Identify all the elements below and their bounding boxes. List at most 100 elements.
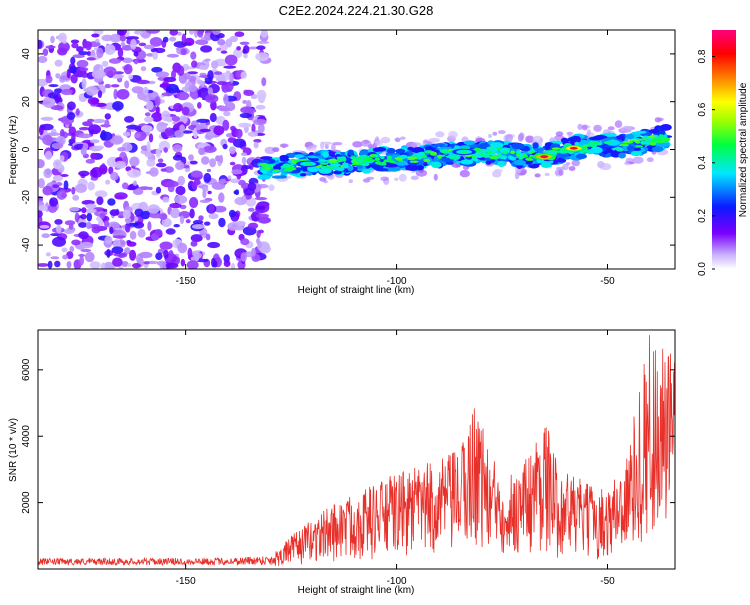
- spectrogram-core-blob: [421, 154, 427, 159]
- spectrogram-noise-blob: [147, 221, 152, 232]
- spectrogram-noise-blob: [124, 217, 132, 224]
- spectrogram-noise-blob: [187, 71, 198, 75]
- spectrogram-noise-blob: [163, 76, 177, 83]
- spectrogram-core-blob: [380, 155, 385, 160]
- spectrogram-track-blob: [555, 158, 567, 163]
- spectrogram-noise-blob: [163, 249, 169, 259]
- spectrogram-noise-blob: [258, 229, 264, 234]
- spectrogram-noise-blob: [78, 127, 90, 131]
- spectrogram-noise-blob: [134, 133, 141, 139]
- spectrogram-noise-blob: [180, 258, 186, 267]
- spectrogram-halo-blob: [368, 144, 375, 150]
- spectrogram-core-blob: [596, 141, 603, 146]
- snr-x-tick-label: -50: [600, 576, 615, 587]
- spectrogram-halo-blob: [366, 176, 375, 180]
- snr-x-tick-label: -100: [387, 576, 407, 587]
- spectrogram-noise-blob: [155, 186, 162, 194]
- spectrogram-noise-blob: [253, 139, 262, 143]
- spectrogram-panel: -150 -100 -50 -40 -20 0 20 40 Height of straig…: [8, 29, 676, 296]
- spectrogram-noise-blob: [151, 112, 163, 122]
- snr-y-tick-label: 6000: [21, 358, 32, 381]
- spectrogram-track-blob: [445, 161, 454, 165]
- spectrogram-noise-blob: [90, 139, 100, 144]
- spectrogram-track-blob: [616, 135, 625, 140]
- spectrogram-noise-blob: [59, 155, 65, 162]
- spectrogram-noise-blob: [179, 124, 186, 132]
- spectrogram-noise-blob: [143, 261, 150, 265]
- spectrogram-noise-blob: [223, 93, 229, 105]
- spectrogram-noise-blob: [80, 213, 87, 220]
- spectrogram-noise-blob: [257, 123, 265, 134]
- spectrogram-core-blob: [307, 166, 315, 170]
- spectrogram-noise-blob: [54, 59, 63, 67]
- spectrogram-noise-blob: [185, 219, 191, 224]
- spectrogram-noise-blob: [216, 81, 228, 86]
- spectrogram-noise-blob: [102, 208, 108, 212]
- spectrogram-noise-blob: [240, 238, 250, 246]
- spectrogram-noise-blob: [71, 132, 76, 143]
- spectrogram-noise-blob: [113, 252, 127, 257]
- spectrogram-halo-blob: [433, 173, 438, 181]
- spectrogram-halo-blob: [505, 134, 513, 143]
- spectrogram-noise-blob: [199, 64, 207, 71]
- spectrogram-x-label: Height of straight line (km): [298, 285, 415, 296]
- spectrogram-noise-blob: [211, 60, 219, 69]
- spectrogram-core-blob: [351, 163, 361, 166]
- spectrogram-track-blob: [626, 145, 635, 151]
- spectrogram-noise-blob: [86, 51, 92, 56]
- spectrogram-core-blob: [350, 156, 357, 160]
- spectrogram-noise-blob: [87, 181, 95, 191]
- spectrogram-track-blob: [405, 164, 419, 171]
- spectrogram-peak-core: [569, 146, 578, 150]
- spectrogram-noise-blob: [38, 78, 49, 87]
- spectrogram-noise-blob: [68, 222, 74, 230]
- spectrogram-core-blob: [647, 135, 656, 139]
- spectrogram-track-blob: [544, 144, 551, 150]
- spectrogram-noise-blob: [228, 209, 236, 218]
- spectrogram-noise-blob: [250, 94, 258, 100]
- spectrogram-noise-blob: [234, 189, 240, 196]
- spectrogram-x-ticks: -150 -100 -50: [176, 30, 615, 287]
- spectrogram-track-blob: [575, 153, 588, 159]
- spectrogram-noise-blob: [247, 207, 255, 212]
- spectrogram-y-tick-label: -40: [21, 237, 32, 252]
- spectrogram-noise-blob: [91, 70, 106, 79]
- spectrogram-noise-blob: [78, 170, 90, 177]
- spectrogram-core-blob: [423, 158, 431, 163]
- spectrogram-halo-blob: [352, 141, 363, 148]
- spectrogram-noise-blob: [79, 67, 89, 72]
- spectrogram-noise-blob: [132, 263, 141, 269]
- spectrogram-noise-blob: [156, 121, 167, 133]
- spectrogram-noise-blob: [146, 30, 160, 34]
- spectrogram-noise-blob: [160, 168, 167, 172]
- spectrogram-noise-blob: [140, 125, 153, 132]
- spectrogram-noise-blob: [38, 263, 50, 267]
- spectrogram-core-blob: [342, 162, 349, 165]
- spectrogram-noise-blob: [69, 207, 80, 212]
- spectrogram-halo-blob: [324, 143, 329, 150]
- spectrogram-core-blob: [373, 154, 379, 158]
- spectrogram-noise-blob: [199, 199, 211, 203]
- spectrogram-noise-blob: [99, 131, 113, 141]
- spectrogram-track-blob: [322, 151, 329, 158]
- spectrogram-halo-blob: [599, 163, 612, 171]
- spectrogram-core-blob: [471, 155, 477, 159]
- spectrogram-core-blob: [591, 147, 601, 150]
- spectrogram-noise-blob: [137, 228, 146, 238]
- spectrogram-noise-blob: [195, 39, 209, 45]
- spectrogram-track-blob: [511, 142, 525, 150]
- spectrogram-track-blob: [345, 158, 353, 164]
- spectrogram-noise-blob: [240, 71, 247, 79]
- spectrogram-track-blob: [532, 142, 539, 149]
- spectrogram-noise-blob: [163, 147, 168, 153]
- spectrogram-noise-blob: [260, 30, 268, 38]
- spectrogram-noise-blob: [72, 194, 80, 201]
- spectrogram-track-blob: [299, 173, 307, 177]
- spectrogram-core-blob: [318, 159, 328, 162]
- spectrogram-track-blob: [630, 150, 642, 157]
- spectrogram-halo-blob: [394, 137, 401, 143]
- snr-frame: [37, 329, 676, 570]
- spectrogram-halo-blob: [517, 133, 524, 142]
- spectrogram-noise-blob: [38, 159, 45, 169]
